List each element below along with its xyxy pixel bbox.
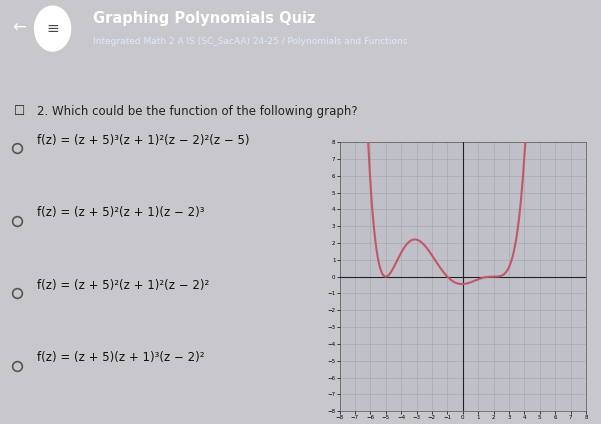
Text: f(z) = (z + 5)²(z + 1)(z − 2)³: f(z) = (z + 5)²(z + 1)(z − 2)³ <box>37 206 204 220</box>
Text: ≡: ≡ <box>46 21 59 36</box>
Text: ←: ← <box>12 19 26 36</box>
Text: Graphing Polynomials Quiz: Graphing Polynomials Quiz <box>93 11 316 26</box>
Text: ☐: ☐ <box>14 105 25 118</box>
Circle shape <box>35 6 70 51</box>
Text: f(z) = (z + 5)³(z + 1)²(z − 2)²(z − 5): f(z) = (z + 5)³(z + 1)²(z − 2)²(z − 5) <box>37 134 249 147</box>
Text: f(z) = (z + 5)(z + 1)³(z − 2)²: f(z) = (z + 5)(z + 1)³(z − 2)² <box>37 351 204 365</box>
Text: Integrated Math 2 A IS (SC_SacAA) 24-25 / Polynomials and Functions: Integrated Math 2 A IS (SC_SacAA) 24-25 … <box>93 37 407 46</box>
Text: 2. Which could be the function of the following graph?: 2. Which could be the function of the fo… <box>37 105 358 118</box>
Text: f(z) = (z + 5)²(z + 1)²(z − 2)²: f(z) = (z + 5)²(z + 1)²(z − 2)² <box>37 279 209 292</box>
